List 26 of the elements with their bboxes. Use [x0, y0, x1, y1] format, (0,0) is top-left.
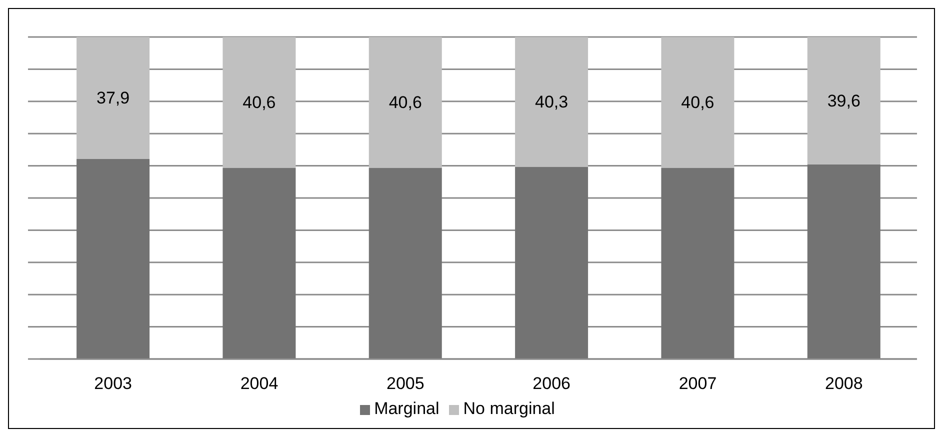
- x-tick-label: 2007: [678, 374, 717, 394]
- bar: [222, 168, 296, 359]
- data-label: 37,9: [96, 88, 130, 108]
- bar: [76, 159, 150, 359]
- x-tick-label: 2006: [532, 374, 570, 394]
- bar: [807, 164, 880, 359]
- legend-label: Marginal: [374, 399, 440, 418]
- bar: [807, 37, 880, 165]
- data-label: 40,6: [388, 92, 422, 112]
- bar: [368, 168, 442, 359]
- bar: [515, 166, 588, 359]
- data-label: 40,6: [242, 92, 276, 112]
- bar: [222, 37, 296, 168]
- data-label: 40,6: [681, 92, 714, 112]
- bar: [661, 37, 734, 168]
- x-tick-label: 2003: [94, 374, 132, 394]
- data-label: 40,3: [534, 92, 568, 112]
- bar: [515, 37, 588, 167]
- x-tick-label: 2008: [825, 374, 863, 394]
- bar: [368, 37, 442, 168]
- legend-label: No marginal: [463, 399, 555, 418]
- data-label: 39,6: [827, 91, 860, 110]
- x-tick-label: 2004: [240, 374, 278, 394]
- bar: [76, 37, 150, 160]
- x-tick-label: 2005: [386, 374, 424, 394]
- bar: [661, 168, 734, 359]
